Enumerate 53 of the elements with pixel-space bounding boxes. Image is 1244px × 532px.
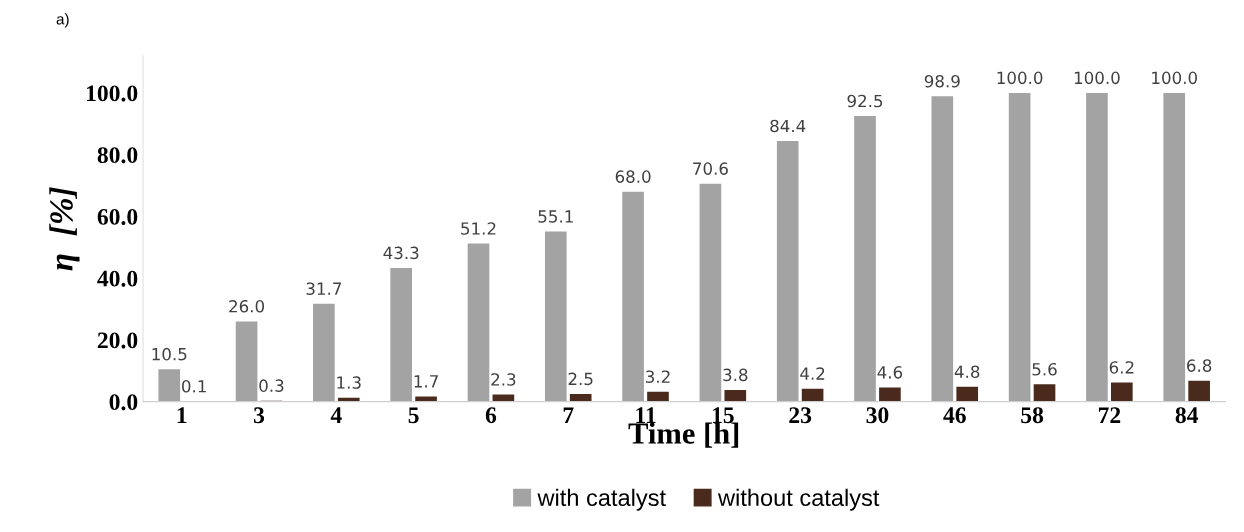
data-label: 2.5 (568, 372, 593, 386)
data-label: 92.5 (847, 94, 883, 108)
x-tick-label: 3 (254, 407, 265, 424)
x-tick-label: 5 (408, 407, 419, 424)
x-tick-label: 30 (866, 407, 889, 424)
data-label: 0.3 (259, 379, 284, 392)
data-label: 68.0 (615, 170, 651, 183)
x-tick-label: 72 (1098, 407, 1121, 423)
data-label: 26.0 (229, 299, 265, 313)
y-tick-label: 0.0 (109, 394, 138, 411)
data-label: 98.9 (924, 74, 960, 88)
data-label: 43.3 (383, 246, 419, 260)
legend-label: without catalyst (717, 488, 880, 511)
data-label: 100.0 (997, 71, 1043, 85)
legend-label: with catalyst (537, 488, 666, 511)
data-label: 5.6 (1032, 362, 1057, 376)
x-tick-label: 58 (1021, 407, 1044, 424)
data-label: 3.8 (723, 368, 748, 382)
x-tick-label: 23 (789, 407, 812, 424)
y-axis-title: η [%] (49, 187, 80, 271)
x-tick-label: 7 (563, 407, 574, 423)
text: a) (56, 13, 69, 28)
data-label: 0.1 (182, 379, 206, 393)
data-label: 100.0 (1152, 71, 1197, 85)
x-tick-label: 6 (485, 407, 497, 424)
x-tick-label: 4 (330, 407, 342, 423)
data-label: 10.5 (152, 347, 187, 361)
x-tick-label: 1 (177, 407, 187, 423)
x-tick-label: 84 (1175, 407, 1199, 424)
data-label: 31.7 (306, 282, 342, 295)
x-tick-label: 46 (943, 407, 966, 424)
data-label: 6.2 (1109, 361, 1134, 374)
data-label: 2.3 (491, 373, 516, 386)
y-tick-label: 20.0 (97, 332, 138, 349)
data-label: 3.2 (646, 370, 670, 383)
y-tick-label: 60.0 (97, 208, 138, 225)
y-tick-label: 80.0 (97, 147, 138, 164)
y-tick-label: 40.0 (97, 270, 138, 287)
data-label: 100.0 (1074, 71, 1120, 85)
data-label: 6.8 (1187, 359, 1212, 372)
data-label: 4.2 (800, 367, 825, 380)
data-label: 70.6 (693, 162, 728, 175)
x-axis-title: Time [h] (628, 422, 739, 448)
x-tick-label: 15 (712, 407, 734, 424)
data-label: 84.4 (770, 119, 806, 133)
data-label: 51.2 (461, 222, 496, 235)
data-label: 1.3 (337, 376, 361, 389)
data-label: 4.6 (877, 366, 903, 379)
data-label: 55.1 (538, 210, 573, 223)
data-label: 1.7 (414, 375, 438, 388)
data-label: 4.8 (954, 365, 980, 379)
y-tick-label: 100.0 (86, 85, 138, 102)
x-tick-label: 11 (636, 407, 656, 423)
